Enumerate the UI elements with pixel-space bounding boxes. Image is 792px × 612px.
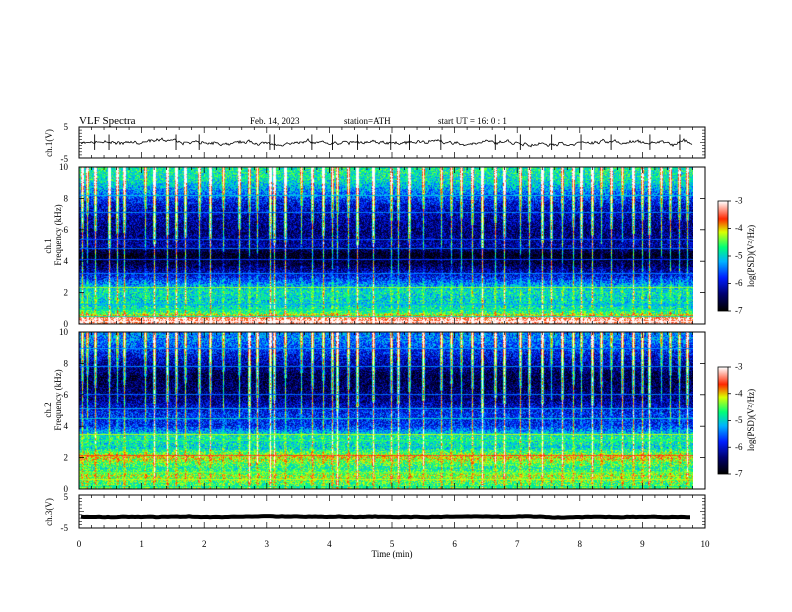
x-tick-label: 0: [77, 539, 82, 549]
ch1-colorbar-tick-label: -5: [735, 251, 743, 261]
x-tick-label: 4: [327, 539, 332, 549]
station-label: station=ATH: [344, 116, 391, 126]
ch2-colorbar-tick-label: -7: [735, 469, 743, 479]
ch2-spectrogram-ytick-label: 0: [64, 484, 69, 494]
x-tick-label: 9: [640, 539, 645, 549]
ch1-spectrogram-image: [79, 167, 693, 324]
ch1-panel: 5 -5 ch.1(V): [44, 122, 706, 164]
x-tick-label: 1: [139, 539, 144, 549]
ch1-colorbar-label: log(PSD)(V²/Hz): [746, 225, 756, 287]
ch1-ylabel: ch.1(V): [44, 129, 54, 157]
ch2-spectrogram-ytick-label: 6: [64, 390, 69, 400]
ch1-colorbar: -3 -4 -5 -6 -7 log(PSD)(V²/Hz): [717, 196, 756, 316]
ch3-ylabel: ch.3(V): [44, 498, 54, 526]
ch2-spectrogram-ytick-label: 4: [64, 421, 69, 431]
ch2-colorbar-image: [718, 367, 728, 474]
ch1-spectrogram-ytick-label: 0: [64, 319, 69, 329]
ch2-freq-label: Frequency (kHz): [53, 369, 63, 430]
ch1-spectrogram-yticks: 0 2 4 6 8 10: [59, 162, 705, 329]
x-tick-label: 2: [202, 539, 207, 549]
ch3-panel: 5 -5 ch.3(V): [44, 492, 706, 533]
date-label: Feb. 14, 2023: [250, 116, 300, 126]
x-tick-label: 5: [390, 539, 395, 549]
figure-title: VLF Spectra: [79, 115, 136, 127]
ch1-spectrogram-ytick-label: 2: [64, 288, 69, 298]
x-axis-ticks: 0 1 2 3 4 5 6 7 8 9 10: [77, 127, 710, 549]
ch3-waveform-line: [80, 514, 690, 520]
ch1-colorbar-tick-label: -4: [735, 223, 743, 233]
ch1-colorbar-tick-label: -3: [735, 196, 743, 206]
ch1-spectrogram-panel: 0 2 4 6 8 10 ch.1 Frequency (kHz): [43, 162, 706, 329]
ch1-freq-label: Frequency (kHz): [53, 204, 63, 265]
ch2-colorbar-tick-label: -3: [735, 362, 743, 372]
ch1-spectrogram-ytick-label: 10: [59, 162, 69, 172]
ch2-spectrogram-image: [79, 332, 693, 489]
ch2-colorbar-tick-label: -4: [735, 388, 743, 398]
ch2-spectrogram-panel: 0 2 4 6 8 10 ch.2 Frequency (kHz): [43, 327, 706, 494]
ch2-colorbar: -3 -4 -5 -6 -7 log(PSD)(V²/Hz): [717, 362, 756, 479]
ch2-spectrogram-ytick-label: 2: [64, 453, 69, 463]
ch1-spectrogram-ytick-label: 8: [64, 193, 69, 203]
x-tick-label: 6: [452, 539, 457, 549]
x-tick-label: 7: [515, 539, 520, 549]
ch1-waveform-line: [80, 137, 693, 148]
ch2-spectrogram-yticks: 0 2 4 6 8 10: [59, 327, 705, 494]
ch2-colorbar-tick-label: -5: [735, 415, 743, 425]
ch1-ytick-bottom: -5: [61, 154, 69, 164]
ch2-colorbar-label: log(PSD)(V²/Hz): [746, 389, 756, 451]
ch1-colorbar-tick-label: -7: [735, 306, 743, 316]
ch1-ytick-top: 5: [64, 122, 69, 132]
x-tick-label: 3: [265, 539, 270, 549]
ch1-channel-label: ch.1: [43, 238, 53, 253]
ch1-colorbar-ticks: -3 -4 -5 -6 -7: [728, 196, 743, 316]
ch2-colorbar-ticks: -3 -4 -5 -6 -7: [728, 362, 743, 479]
ch3-ytick-bottom: -5: [61, 523, 69, 533]
ch1-colorbar-tick-label: -6: [735, 278, 743, 288]
ch1-colorbar-image: [718, 201, 728, 311]
ch2-spectrogram-ytick-label: 8: [64, 358, 69, 368]
x-tick-label: 8: [578, 539, 583, 549]
ch1-spectrogram-ytick-label: 4: [64, 256, 69, 266]
x-tick-label: 10: [701, 539, 711, 549]
ch2-channel-label: ch.2: [43, 402, 53, 417]
x-axis-label: Time (min): [372, 549, 413, 559]
ch2-spectrogram-ytick-label: 10: [59, 327, 69, 337]
ch3-ytick-top: 5: [64, 492, 69, 502]
start-time-label: start UT = 16: 0 : 1: [438, 116, 507, 126]
ch2-colorbar-tick-label: -6: [735, 442, 743, 452]
ch1-spectrogram-ytick-label: 6: [64, 225, 69, 235]
